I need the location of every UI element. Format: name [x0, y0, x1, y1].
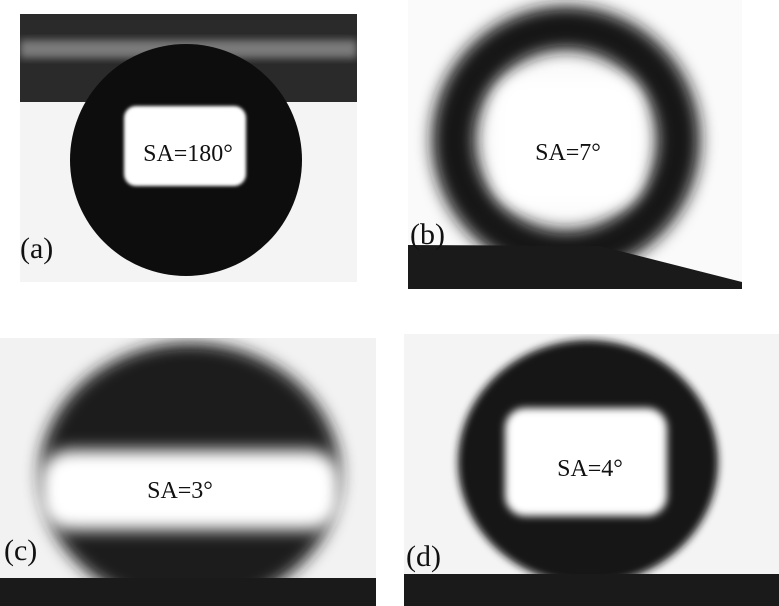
- panel-label: (a): [20, 232, 53, 265]
- panel-c: SA=3° (c): [0, 338, 376, 606]
- slide-angle: SA=7°: [535, 140, 601, 166]
- panel-d: SA=4° (d): [404, 334, 779, 606]
- panel-b: SA=7° (b): [408, 0, 742, 289]
- panel-label: (b): [410, 218, 445, 251]
- panel-label: (c): [4, 534, 37, 567]
- surface: [0, 578, 376, 606]
- slide-angle: SA=3°: [147, 478, 213, 504]
- slide-angle: SA=180°: [143, 141, 233, 167]
- surface: [404, 574, 779, 606]
- panel-label: (d): [406, 540, 441, 573]
- panel-a: SA=180° (a): [20, 14, 357, 282]
- figure: SA=180° (a) SA=7° (b) SA=3° (c) SA=4° (d…: [0, 0, 779, 606]
- slide-angle: SA=4°: [557, 456, 623, 482]
